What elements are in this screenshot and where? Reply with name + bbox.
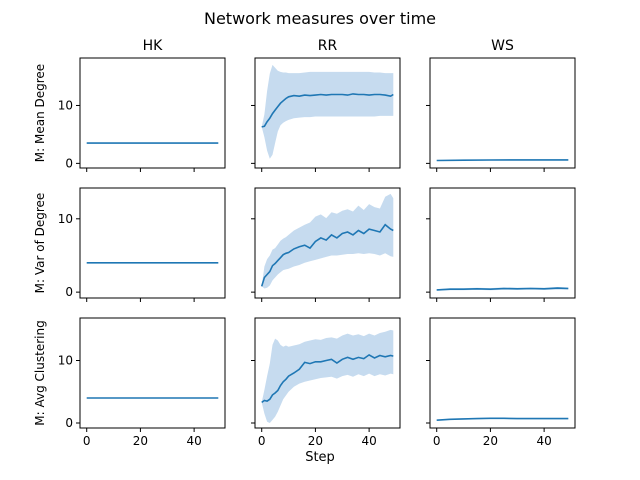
row-ylabel: M: Mean Degree bbox=[33, 64, 47, 162]
subplot-r1-c1 bbox=[251, 187, 401, 302]
axes-frame bbox=[429, 57, 576, 169]
subplot-r0-c0: 0 10 HK M: Mean Degree bbox=[33, 38, 226, 172]
y-tick-label: 10 bbox=[58, 212, 73, 226]
series-line bbox=[436, 159, 569, 162]
axes-frame bbox=[429, 317, 576, 429]
axes-frame bbox=[429, 187, 576, 299]
subplot-r2-c1: 0 20 40 bbox=[251, 317, 401, 448]
column-title: HK bbox=[143, 38, 164, 54]
series-line bbox=[261, 93, 394, 128]
column-title: WS bbox=[491, 38, 514, 54]
series-line bbox=[436, 287, 569, 291]
y-tick-label: 0 bbox=[65, 416, 73, 430]
axes-frame bbox=[254, 57, 401, 169]
subplot-r1-c2 bbox=[426, 187, 576, 302]
axes-frame bbox=[79, 187, 226, 299]
y-tick-label: 10 bbox=[58, 98, 73, 112]
subplot-r0-c2: WS bbox=[426, 38, 576, 172]
confidence-band bbox=[261, 64, 394, 159]
subplot-r2-c2: 0 20 40 bbox=[426, 317, 576, 448]
subplot-r2-c0: 0 20 40 0 10 M: Avg Clustering bbox=[33, 317, 226, 448]
column-title: RR bbox=[318, 38, 338, 54]
x-tick-label: 20 bbox=[308, 434, 323, 448]
confidence-band bbox=[261, 193, 394, 289]
axes-frame bbox=[254, 187, 401, 299]
series-line bbox=[260, 223, 394, 287]
series-line bbox=[436, 417, 569, 421]
confidence-band bbox=[261, 329, 394, 423]
y-tick-label: 0 bbox=[65, 156, 73, 170]
subplot-grid: 0 10 HK M: Mean Degree RR WS 0 10 M: Var of Degr… bbox=[33, 38, 576, 448]
y-tick-label: 0 bbox=[65, 285, 73, 299]
row-ylabel: M: Avg Clustering bbox=[33, 320, 47, 425]
figure-title: Network measures over time bbox=[204, 9, 436, 28]
x-tick-label: 40 bbox=[361, 434, 376, 448]
x-tick-label: 0 bbox=[83, 434, 91, 448]
row-ylabel: M: Var of Degree bbox=[33, 193, 47, 294]
y-tick-label: 10 bbox=[58, 354, 73, 368]
x-tick-label: 20 bbox=[483, 434, 498, 448]
x-tick-label: 40 bbox=[186, 434, 201, 448]
figure-xlabel: Step bbox=[305, 450, 335, 465]
x-tick-label: 20 bbox=[133, 434, 148, 448]
x-tick-label: 0 bbox=[433, 434, 441, 448]
subplot-r0-c1: RR bbox=[251, 38, 401, 172]
axes-frame bbox=[79, 57, 226, 169]
axes-frame bbox=[254, 317, 401, 429]
subplot-r1-c0: 0 10 M: Var of Degree bbox=[33, 187, 226, 302]
series-line bbox=[261, 353, 394, 404]
x-tick-label: 0 bbox=[258, 434, 266, 448]
axes-frame bbox=[79, 317, 226, 429]
x-tick-label: 40 bbox=[536, 434, 551, 448]
